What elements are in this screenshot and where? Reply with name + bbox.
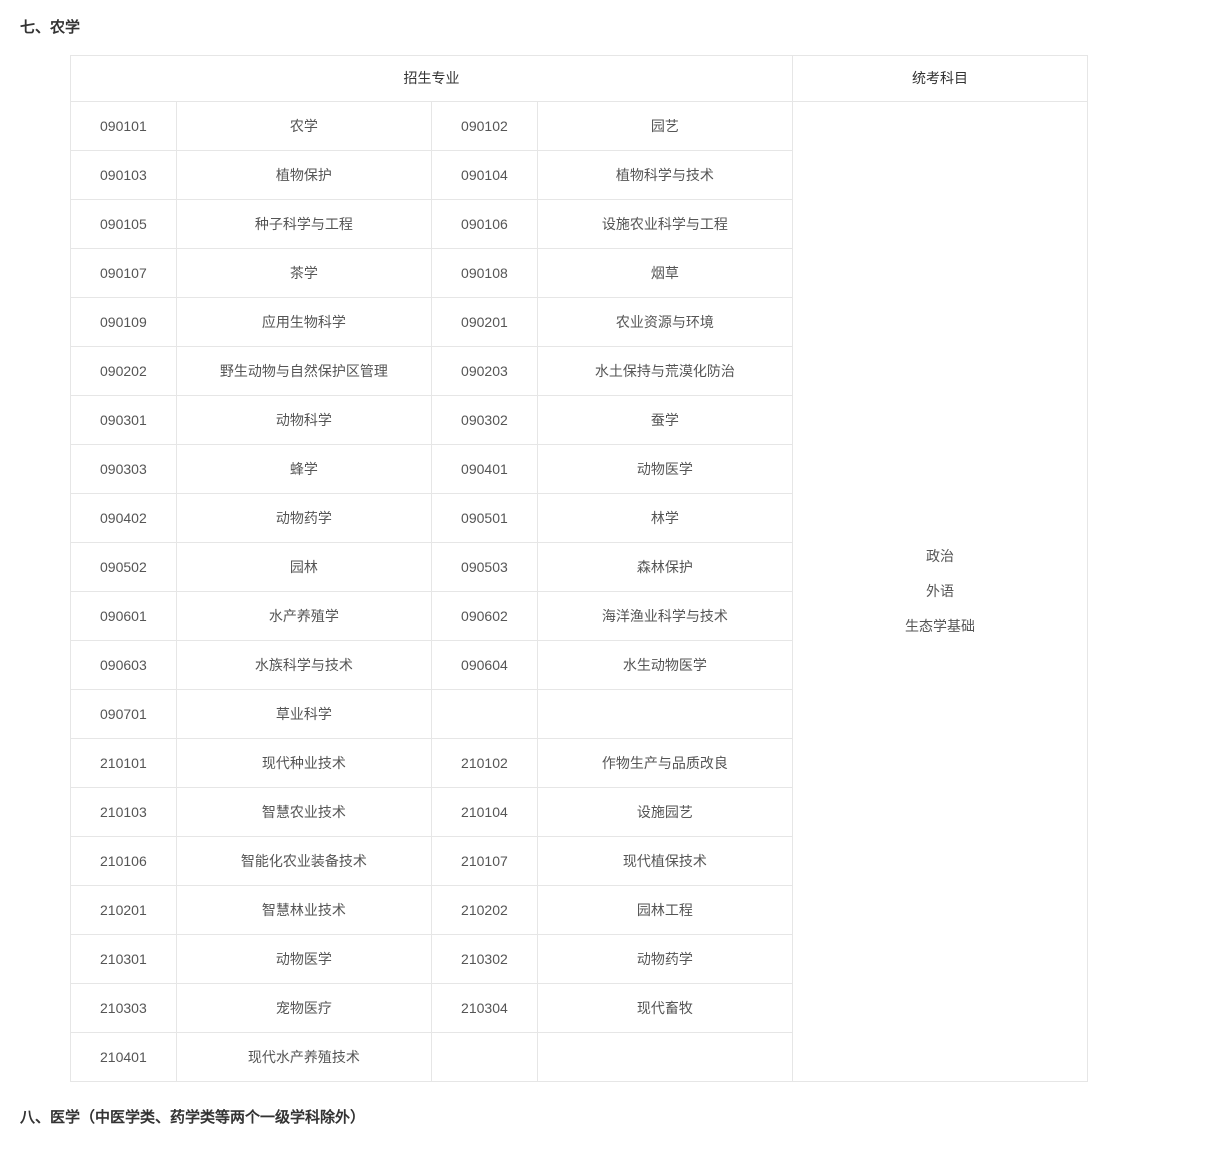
major-code: 090106 <box>432 200 538 249</box>
major-code: 210104 <box>432 788 538 837</box>
major-name: 园林 <box>176 543 431 592</box>
major-code: 090301 <box>71 396 177 445</box>
major-name: 宠物医疗 <box>176 984 431 1033</box>
major-code: 210301 <box>71 935 177 984</box>
major-name: 现代植保技术 <box>537 837 792 886</box>
major-code: 210102 <box>432 739 538 788</box>
major-name: 设施园艺 <box>537 788 792 837</box>
major-name: 现代种业技术 <box>176 739 431 788</box>
table-header-row: 招生专业 统考科目 <box>71 56 1088 102</box>
major-name: 现代水产养殖技术 <box>176 1033 431 1082</box>
section-title: 七、农学 <box>20 16 1190 37</box>
major-name: 海洋渔业科学与技术 <box>537 592 792 641</box>
header-majors: 招生专业 <box>71 56 793 102</box>
major-name: 水土保持与荒漠化防治 <box>537 347 792 396</box>
major-name: 园林工程 <box>537 886 792 935</box>
major-code: 090102 <box>432 102 538 151</box>
major-code: 090302 <box>432 396 538 445</box>
major-name: 农学 <box>176 102 431 151</box>
major-code: 210106 <box>71 837 177 886</box>
major-name: 动物科学 <box>176 396 431 445</box>
major-name: 动物药学 <box>537 935 792 984</box>
next-section-title: 八、医学（中医学类、药学类等两个一级学科除外） <box>20 1106 1190 1127</box>
exam-subject-item: 政治 <box>799 546 1081 567</box>
major-name: 设施农业科学与工程 <box>537 200 792 249</box>
major-code: 090105 <box>71 200 177 249</box>
major-code: 090108 <box>432 249 538 298</box>
major-name: 智能化农业装备技术 <box>176 837 431 886</box>
major-code: 090201 <box>432 298 538 347</box>
major-code: 090109 <box>71 298 177 347</box>
major-code: 090303 <box>71 445 177 494</box>
major-code: 090101 <box>71 102 177 151</box>
major-code: 090503 <box>432 543 538 592</box>
major-name: 森林保护 <box>537 543 792 592</box>
major-name <box>537 1033 792 1082</box>
major-code: 090603 <box>71 641 177 690</box>
major-name: 植物科学与技术 <box>537 151 792 200</box>
major-name: 智慧农业技术 <box>176 788 431 837</box>
major-name: 园艺 <box>537 102 792 151</box>
exam-subjects: 政治外语生态学基础 <box>793 102 1088 1082</box>
table-row: 090101农学090102园艺政治外语生态学基础 <box>71 102 1088 151</box>
major-code <box>432 1033 538 1082</box>
major-name: 茶学 <box>176 249 431 298</box>
major-code: 090401 <box>432 445 538 494</box>
major-name: 作物生产与品质改良 <box>537 739 792 788</box>
major-name: 动物医学 <box>176 935 431 984</box>
major-code: 090601 <box>71 592 177 641</box>
major-name: 农业资源与环境 <box>537 298 792 347</box>
major-name: 水生动物医学 <box>537 641 792 690</box>
major-name: 植物保护 <box>176 151 431 200</box>
major-name: 现代畜牧 <box>537 984 792 1033</box>
major-code: 210304 <box>432 984 538 1033</box>
major-code: 090203 <box>432 347 538 396</box>
major-code: 210201 <box>71 886 177 935</box>
major-code: 210401 <box>71 1033 177 1082</box>
major-code: 090602 <box>432 592 538 641</box>
major-code <box>432 690 538 739</box>
major-code: 090202 <box>71 347 177 396</box>
major-code: 210302 <box>432 935 538 984</box>
major-code: 090701 <box>71 690 177 739</box>
major-name: 水产养殖学 <box>176 592 431 641</box>
major-name: 蚕学 <box>537 396 792 445</box>
major-name: 水族科学与技术 <box>176 641 431 690</box>
major-name: 草业科学 <box>176 690 431 739</box>
major-name <box>537 690 792 739</box>
major-name: 烟草 <box>537 249 792 298</box>
header-subjects: 统考科目 <box>793 56 1088 102</box>
major-name: 智慧林业技术 <box>176 886 431 935</box>
exam-subject-item: 生态学基础 <box>799 616 1081 637</box>
major-code: 210303 <box>71 984 177 1033</box>
major-name: 野生动物与自然保护区管理 <box>176 347 431 396</box>
major-code: 210202 <box>432 886 538 935</box>
majors-table-wrap: 招生专业 统考科目 090101农学090102园艺政治外语生态学基础09010… <box>70 55 1088 1082</box>
major-name: 动物医学 <box>537 445 792 494</box>
major-name: 蜂学 <box>176 445 431 494</box>
major-code: 090502 <box>71 543 177 592</box>
major-code: 090104 <box>432 151 538 200</box>
major-code: 090501 <box>432 494 538 543</box>
major-name: 林学 <box>537 494 792 543</box>
major-name: 动物药学 <box>176 494 431 543</box>
major-code: 090604 <box>432 641 538 690</box>
major-name: 应用生物科学 <box>176 298 431 347</box>
majors-table: 招生专业 统考科目 090101农学090102园艺政治外语生态学基础09010… <box>70 55 1088 1082</box>
major-code: 090107 <box>71 249 177 298</box>
exam-subject-item: 外语 <box>799 581 1081 602</box>
major-code: 210107 <box>432 837 538 886</box>
major-code: 210101 <box>71 739 177 788</box>
major-code: 210103 <box>71 788 177 837</box>
major-name: 种子科学与工程 <box>176 200 431 249</box>
major-code: 090103 <box>71 151 177 200</box>
major-code: 090402 <box>71 494 177 543</box>
